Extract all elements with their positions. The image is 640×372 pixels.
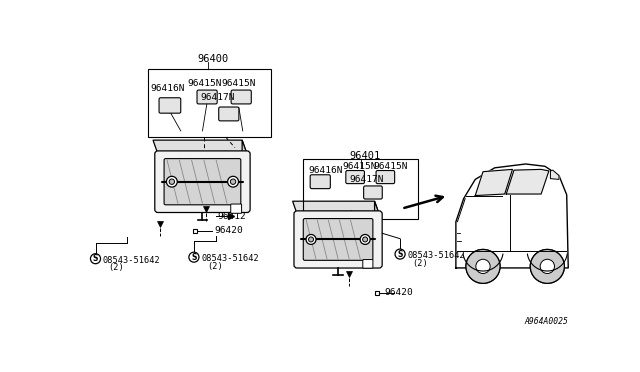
Circle shape [306,234,316,244]
Circle shape [363,237,367,242]
Text: 96420: 96420 [385,288,413,297]
Circle shape [476,259,490,273]
Circle shape [90,254,100,264]
Bar [148,69,271,137]
Text: S: S [93,254,98,263]
Text: 96416N: 96416N [308,166,343,174]
FancyBboxPatch shape [159,98,180,113]
FancyBboxPatch shape [231,204,241,213]
Text: (2): (2) [412,259,428,268]
FancyBboxPatch shape [303,219,373,260]
Polygon shape [153,140,247,154]
FancyBboxPatch shape [219,107,239,121]
FancyBboxPatch shape [231,90,252,104]
Text: 96420: 96420 [214,227,243,235]
Circle shape [466,250,500,283]
Polygon shape [476,169,513,196]
FancyBboxPatch shape [155,151,250,212]
Circle shape [531,250,564,283]
Text: (2): (2) [108,263,124,272]
FancyBboxPatch shape [376,170,395,184]
Circle shape [169,179,175,185]
Circle shape [395,249,405,259]
Text: 96412: 96412 [217,212,246,221]
Text: (2): (2) [207,262,223,271]
Text: 96415N: 96415N [342,162,376,171]
Text: A964A0025: A964A0025 [524,317,568,326]
Circle shape [228,176,239,187]
FancyBboxPatch shape [310,175,330,189]
FancyBboxPatch shape [294,211,382,268]
Polygon shape [374,201,379,265]
FancyBboxPatch shape [346,170,364,184]
Text: 96417N: 96417N [349,175,384,184]
Circle shape [540,259,554,273]
Text: 08543-51642: 08543-51642 [102,256,160,265]
Text: 96400: 96400 [198,54,229,64]
Polygon shape [292,201,379,214]
Circle shape [166,176,177,187]
Circle shape [531,250,564,283]
Text: 96416N: 96416N [150,84,185,93]
Bar [303,158,418,219]
Text: 96415N: 96415N [187,79,221,89]
FancyBboxPatch shape [197,90,217,104]
Circle shape [308,237,314,242]
Text: 96415N: 96415N [222,79,257,89]
FancyBboxPatch shape [363,260,373,268]
Polygon shape [242,140,247,209]
FancyBboxPatch shape [164,158,241,205]
Circle shape [189,252,199,262]
Text: 96401: 96401 [349,151,381,161]
Text: 08543-51642: 08543-51642 [202,254,259,263]
Circle shape [360,234,370,244]
Text: S: S [191,253,196,262]
Polygon shape [456,164,568,268]
Text: S: S [397,250,403,259]
Circle shape [466,250,500,283]
Text: 96417N: 96417N [200,93,235,102]
Polygon shape [550,170,559,179]
Text: 96415N: 96415N [373,162,408,171]
FancyBboxPatch shape [364,186,382,199]
Circle shape [230,179,236,185]
Text: 08543-51642: 08543-51642 [407,251,465,260]
Polygon shape [506,169,549,194]
